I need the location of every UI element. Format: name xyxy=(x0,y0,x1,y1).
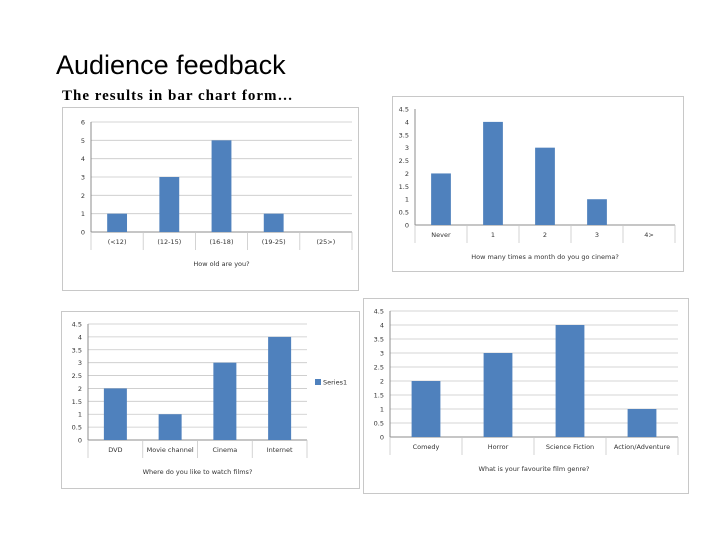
bar xyxy=(159,177,180,232)
bar xyxy=(483,353,513,437)
y-tick-label: 0.5 xyxy=(399,209,409,217)
y-tick-label: 1 xyxy=(81,210,85,218)
y-tick-label: 3 xyxy=(78,359,82,367)
y-tick-label: 3 xyxy=(380,350,384,358)
y-tick-label: 1.5 xyxy=(72,398,82,406)
y-tick-label: 2 xyxy=(78,385,82,393)
chart-cinema-frequency: 0 0.5 1 1.5 2 2.5 3 3.5 4 4.5 Never 1 2 3 4> How many t… xyxy=(392,96,684,272)
x-tick-label: 2 xyxy=(543,231,547,239)
legend-swatch xyxy=(315,379,321,385)
y-tick-label: 6 xyxy=(81,119,85,127)
chart-svg: 0 0.5 1 1.5 2 2.5 3 3.5 4 4.5 Never 1 2 3 4> How many t… xyxy=(399,106,676,261)
bar xyxy=(431,173,451,225)
x-tick-label: (16-18) xyxy=(210,238,234,246)
y-tick-label: 3.5 xyxy=(374,336,384,344)
y-tick-label: 2 xyxy=(81,192,85,200)
bar xyxy=(107,213,128,232)
y-tick-label: 3.5 xyxy=(72,346,82,354)
x-tick-label: (<12) xyxy=(108,238,127,246)
bar xyxy=(627,409,657,437)
bar xyxy=(268,336,292,440)
y-tick-label: 1 xyxy=(78,411,82,419)
x-axis-label: Where do you like to watch films? xyxy=(143,468,253,476)
bar xyxy=(535,147,555,225)
x-tick-label: Horror xyxy=(488,443,509,451)
x-tick-label: Comedy xyxy=(413,443,440,451)
x-tick-label: Action/Adventure xyxy=(614,443,670,451)
y-tick-label: 0 xyxy=(380,434,384,442)
bar xyxy=(263,213,284,232)
bar xyxy=(587,199,607,225)
x-tick-label: Internet xyxy=(267,446,293,454)
bar xyxy=(483,121,503,225)
bar xyxy=(555,325,585,437)
x-tick-label: 1 xyxy=(491,231,495,239)
y-tick-label: 1 xyxy=(405,196,409,204)
x-tick-label: Never xyxy=(431,231,451,239)
x-tick-label: Movie channel xyxy=(147,446,194,454)
y-tick-label: 4 xyxy=(81,155,85,163)
y-tick-label: 0.5 xyxy=(374,420,384,428)
slide-title: Audience feedback xyxy=(56,50,286,80)
chart-film-genre: 0 0.5 1 1.5 2 2.5 3 3.5 4 4.5 Comedy Horror Science … xyxy=(363,298,689,494)
y-tick-label: 4.5 xyxy=(399,106,409,114)
legend-label: Series1 xyxy=(323,379,347,387)
y-tick-label: 1.5 xyxy=(399,183,409,191)
x-tick-label: 4> xyxy=(644,231,654,239)
y-tick-label: 3.5 xyxy=(399,131,409,139)
bar xyxy=(211,140,232,232)
y-tick-label: 1 xyxy=(380,406,384,414)
y-tick-label: 2.5 xyxy=(72,372,82,380)
x-axis-label: How old are you? xyxy=(193,260,249,268)
bar xyxy=(213,362,237,440)
bar xyxy=(158,414,182,440)
x-tick-label: DVD xyxy=(108,446,122,454)
y-tick-label: 4 xyxy=(380,322,384,330)
y-tick-label: 5 xyxy=(81,137,85,145)
x-tick-label: (19-25) xyxy=(262,238,286,246)
y-tick-label: 3 xyxy=(405,144,409,152)
x-tick-label: (25>) xyxy=(317,238,336,246)
y-tick-label: 2.5 xyxy=(374,364,384,372)
y-tick-label: 0 xyxy=(81,229,85,237)
y-tick-label: 4.5 xyxy=(374,308,384,316)
y-tick-label: 2 xyxy=(380,378,384,386)
y-tick-label: 2.5 xyxy=(399,157,409,165)
chart-svg: 0 0.5 1 1.5 2 2.5 3 3.5 4 4.5 Comedy Horror Science … xyxy=(374,308,679,473)
y-tick-label: 2 xyxy=(405,170,409,178)
y-tick-label: 0.5 xyxy=(72,424,82,432)
y-tick-label: 4.5 xyxy=(72,321,82,329)
y-tick-label: 4 xyxy=(405,118,409,126)
bar xyxy=(411,381,441,437)
y-tick-label: 0 xyxy=(78,437,82,445)
y-tick-label: 3 xyxy=(81,174,85,182)
x-axis-label: What is your favourite film genre? xyxy=(479,465,590,473)
bar xyxy=(103,388,127,440)
x-tick-label: (12-15) xyxy=(157,238,181,246)
x-tick-label: Cinema xyxy=(212,446,237,454)
chart-svg: 0 1 2 3 4 5 6 (<12) (12-15) (16-18) (19-25) (25>) Ho… xyxy=(81,119,353,268)
y-tick-label: 4 xyxy=(78,333,82,341)
chart-watch-location: 0 0.5 1 1.5 2 2.5 3 3.5 4 4.5 DVD Movie channel Cine… xyxy=(61,311,360,489)
y-tick-label: 0 xyxy=(405,222,409,230)
chart-age: 0 1 2 3 4 5 6 (<12) (12-15) (16-18) (19-25) (25>) Ho… xyxy=(62,107,359,291)
x-axis-label: How many times a month do you go cinema? xyxy=(471,253,619,261)
y-tick-label: 1.5 xyxy=(374,392,384,400)
x-tick-label: Science Fiction xyxy=(546,443,594,451)
x-tick-label: 3 xyxy=(595,231,599,239)
chart-svg: 0 0.5 1 1.5 2 2.5 3 3.5 4 4.5 DVD Movie channel Cine… xyxy=(72,321,347,477)
slide-subtitle: The results in bar chart form… xyxy=(62,88,294,104)
